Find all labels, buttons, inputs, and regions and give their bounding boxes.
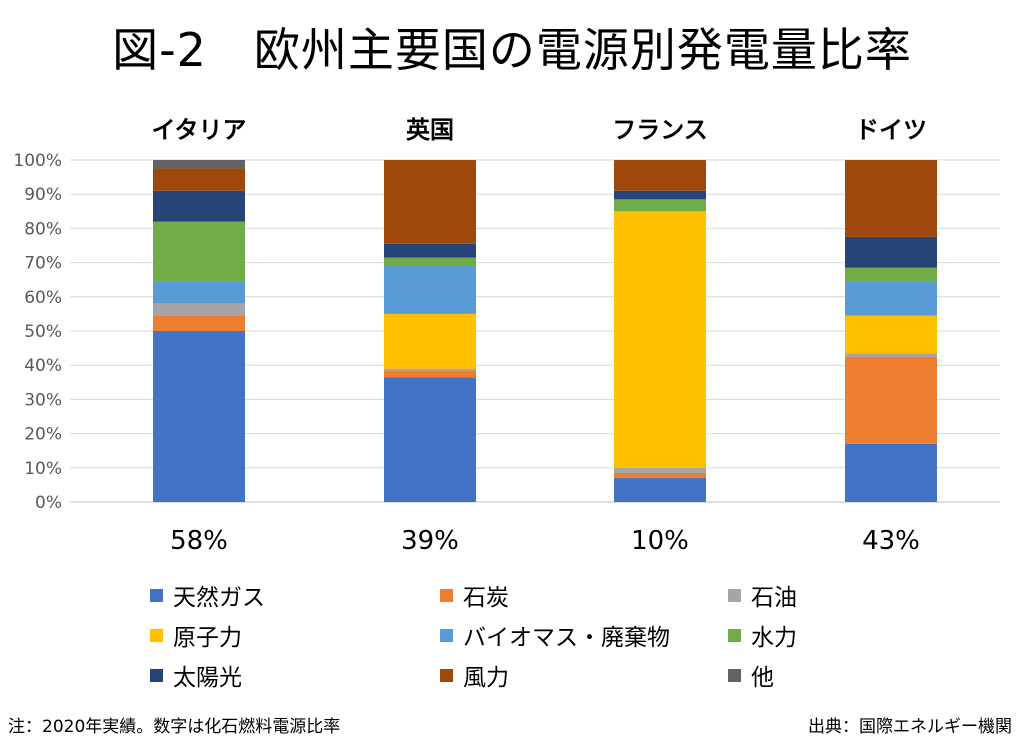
country-label: ドイツ (855, 116, 927, 144)
legend-item: 石油 (728, 578, 797, 612)
bar-segment (384, 266, 476, 314)
legend-swatch (440, 628, 453, 642)
y-tick-label: 60% (24, 288, 62, 308)
legend-item: 太陽光 (150, 658, 242, 692)
legend-item: 天然ガス (150, 578, 265, 612)
bar-segment (614, 199, 706, 212)
fossil-share-label: 58% (170, 526, 228, 556)
legend-item: 風力 (440, 658, 509, 692)
bar-segment (153, 303, 245, 316)
footnote: 注：2020年実績。数字は化石燃料電源比率 (8, 717, 341, 737)
legend-label: バイオマス・廃棄物 (463, 625, 670, 651)
legend-swatch (150, 628, 163, 642)
legend-swatch (150, 668, 163, 682)
bar-segment (153, 168, 245, 191)
bar-segment (614, 160, 706, 191)
legend-swatch (728, 668, 741, 682)
bar-segment (845, 281, 937, 316)
bar-segment (153, 221, 245, 282)
fossil-share-label: 10% (631, 526, 689, 556)
legend-item: バイオマス・廃棄物 (440, 618, 670, 652)
chart-title: 図-2 欧州主要国の電源別発電量比率 (112, 23, 912, 77)
legend-item: 他 (728, 658, 774, 692)
fossil-share-label: 39% (401, 526, 459, 556)
fossil-share-label: 43% (862, 526, 920, 556)
bar-segment (384, 313, 476, 369)
bar-segment (384, 243, 476, 258)
legend-item: 原子力 (150, 618, 242, 652)
legend-swatch (728, 628, 741, 642)
y-tick-label: 50% (24, 322, 62, 342)
bar-segment (614, 472, 706, 479)
legend-item: 水力 (728, 618, 797, 652)
y-tick-label: 20% (24, 425, 62, 445)
legend-label: 風力 (463, 665, 509, 691)
legend-label: 天然ガス (173, 585, 265, 611)
bar-segment (153, 315, 245, 331)
bar-segment (845, 353, 937, 357)
bar-segment (384, 370, 476, 378)
country-label: フランス (612, 116, 708, 144)
bar-segment (845, 443, 937, 502)
bar-segment (384, 377, 476, 502)
country-label: イタリア (151, 116, 246, 144)
legend-label: 原子力 (173, 625, 242, 651)
bar-segment (614, 467, 706, 473)
bar-segment (845, 236, 937, 268)
source-note: 出典：国際エネルギー機関 (808, 717, 1012, 737)
legend-item: 石炭 (440, 578, 509, 612)
y-tick-label: 10% (24, 459, 62, 479)
y-tick-label: 0% (35, 493, 62, 513)
bar-segment (153, 160, 245, 169)
legend-label: 石油 (751, 585, 797, 611)
bar-segment (845, 315, 937, 354)
country-label: 英国 (406, 116, 454, 144)
bar-segment (384, 160, 476, 244)
bar-segment (845, 267, 937, 282)
y-tick-label: 70% (24, 254, 62, 274)
y-tick-label: 80% (24, 219, 62, 239)
legend-swatch (728, 588, 741, 602)
bar-segment (845, 160, 937, 237)
legend-label: 石炭 (463, 585, 509, 611)
bar-segment (153, 281, 245, 304)
stacked-bar-chart: 0% 10% 20% 30% 40% 50% 60% 70% 80% 90% 100% イタリア 58%… (13, 116, 1000, 556)
bar-segment (153, 331, 245, 502)
y-tick-label: 30% (24, 390, 62, 410)
bar-segment (614, 478, 706, 502)
y-tick-label: 90% (24, 185, 62, 205)
bar-segment (384, 257, 476, 267)
bar-segment (845, 356, 937, 444)
bar-segment (614, 190, 706, 200)
y-tick-label: 40% (24, 356, 62, 376)
legend-label: 太陽光 (173, 665, 242, 691)
legend-swatch (440, 588, 453, 602)
legend-swatch (440, 668, 453, 682)
bar-segment (153, 190, 245, 222)
legend-label: 他 (751, 665, 774, 691)
y-tick-label: 100% (13, 151, 62, 171)
legend-swatch (150, 588, 163, 602)
bar-segment (614, 211, 706, 468)
legend-label: 水力 (751, 625, 797, 651)
bar-segment (384, 368, 476, 371)
